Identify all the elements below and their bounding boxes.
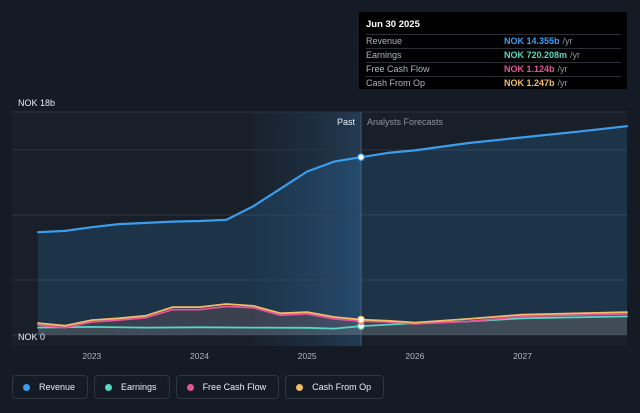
tooltip-label: Free Cash Flow: [366, 64, 430, 74]
y-axis-label: NOK 0: [18, 332, 45, 342]
tooltip-unit: /yr: [557, 78, 568, 88]
legend-label: Revenue: [39, 382, 76, 392]
hover-tooltip: Jun 30 2025 Revenue NOK 14.355b /yr Earn…: [359, 12, 627, 89]
tooltip-row-revenue: Revenue NOK 14.355b /yr: [366, 34, 621, 48]
forecast-label: Analysts Forecasts: [367, 117, 444, 127]
legend-item-free-cash-flow[interactable]: Free Cash Flow: [175, 375, 280, 399]
legend-label: Free Cash Flow: [202, 382, 267, 392]
x-axis-tick-label: 2025: [298, 351, 317, 361]
legend-dot-icon: [296, 383, 304, 391]
revenue-area: [38, 126, 627, 335]
y-axis-label: NOK 18b: [18, 98, 55, 108]
x-axis-tick-label: 2023: [82, 351, 101, 361]
tooltip-value: NOK 1.124b: [504, 64, 555, 74]
cash-from-op-line: [37, 303, 628, 327]
legend-label: Cash From Op: [312, 382, 372, 392]
tooltip-row-cash-from-op: Cash From Op NOK 1.247b /yr: [366, 76, 621, 90]
tooltip-value: NOK 14.355b: [504, 36, 560, 46]
legend-label: Earnings: [121, 382, 157, 392]
tooltip-unit: /yr: [562, 36, 573, 46]
free-cash-flow-line: [37, 305, 628, 329]
revenue-marker: [357, 153, 365, 161]
legend-dot-icon: [105, 383, 113, 391]
x-axis-tick-label: 2027: [513, 351, 532, 361]
past-label: Past: [337, 117, 356, 127]
tooltip-value: NOK 1.247b: [504, 78, 555, 88]
legend-dot-icon: [186, 383, 194, 391]
tooltip-value: NOK 720.208m: [504, 50, 568, 60]
legend-item-revenue[interactable]: Revenue: [12, 375, 89, 399]
tooltip-row-earnings: Earnings NOK 720.208m /yr: [366, 48, 621, 62]
revenue-line: [36, 125, 629, 234]
tooltip-unit: /yr: [557, 64, 568, 74]
x-axis-tick-label: 2024: [190, 351, 209, 361]
legend-dot-icon: [23, 383, 30, 391]
chart-legend: Revenue Earnings Free Cash Flow Cash Fro…: [12, 375, 385, 401]
tooltip-date: Jun 30 2025: [366, 19, 420, 30]
tooltip-unit: /yr: [570, 50, 581, 60]
legend-item-earnings[interactable]: Earnings: [94, 375, 170, 399]
tooltip-label: Revenue: [366, 36, 403, 46]
tooltip-row-free-cash-flow: Free Cash Flow NOK 1.124b /yr: [366, 62, 621, 76]
past-shading: [253, 112, 362, 346]
x-axis-tick-label: 2026: [405, 351, 424, 361]
tooltip-label: Earnings: [366, 50, 402, 60]
cash-from-op-marker: [357, 315, 365, 324]
legend-item-cash-from-op[interactable]: Cash From Op: [285, 375, 385, 399]
tooltip-label: Cash From Op: [366, 78, 426, 88]
